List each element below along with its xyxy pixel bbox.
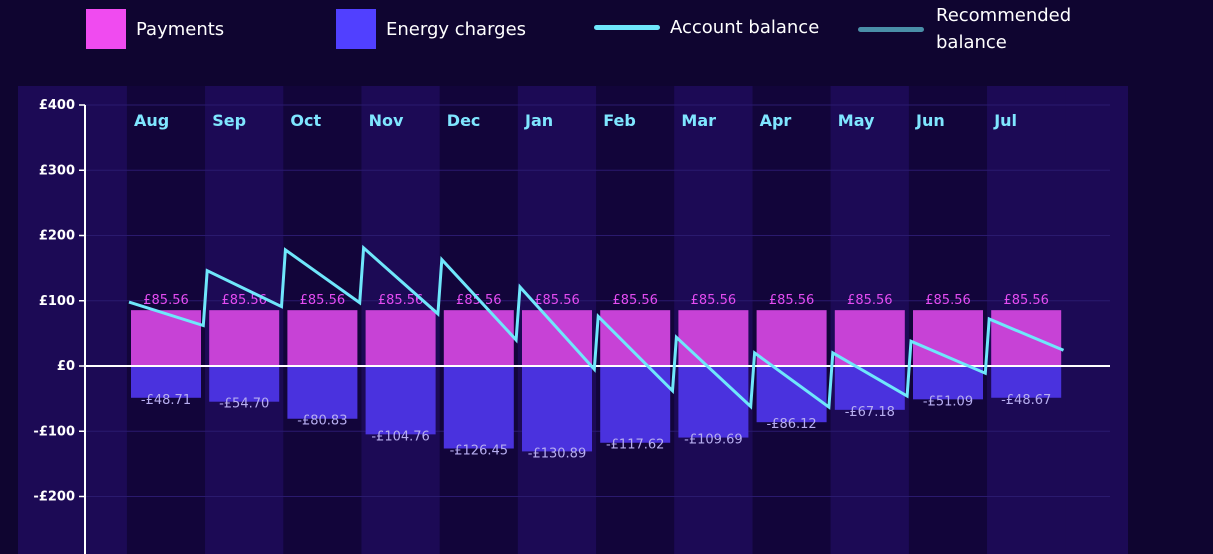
energy-charge-bar bbox=[522, 366, 592, 452]
energy-charge-label: -£67.18 bbox=[845, 405, 895, 420]
energy-charge-bar bbox=[131, 366, 201, 398]
data-labels: £85.56 -£48.71 £85.56 -£54.70 £85.56 -£80.83 £… bbox=[141, 293, 1051, 461]
month-label-dec: Dec bbox=[447, 111, 481, 130]
month-labels: Aug Sep Oct Nov Dec Jan Feb Mar Apr May Jun Jul bbox=[134, 111, 1017, 130]
month-label-may: May bbox=[838, 111, 875, 130]
account-balance-swatch bbox=[594, 25, 660, 30]
payment-label: £85.56 bbox=[143, 293, 189, 308]
recommended-balance-swatch bbox=[858, 26, 924, 32]
energy-charge-bar bbox=[443, 366, 514, 449]
legend-account-balance-label: Account balance bbox=[670, 17, 820, 38]
payment-bar bbox=[522, 310, 592, 366]
energy-charge-bar bbox=[678, 366, 749, 438]
ytick-label: £100 bbox=[39, 294, 75, 309]
payment-label: £85.56 bbox=[769, 293, 815, 308]
month-label-jul: Jul bbox=[993, 111, 1017, 130]
month-label-oct: Oct bbox=[290, 111, 321, 130]
month-label-jan: Jan bbox=[524, 111, 553, 130]
energy-charge-bar bbox=[756, 366, 827, 423]
payment-bar bbox=[756, 310, 827, 366]
month-label-mar: Mar bbox=[681, 111, 716, 130]
energy-charge-bar bbox=[991, 366, 1062, 398]
energy-charge-bar bbox=[287, 366, 358, 419]
account-balance-line bbox=[128, 244, 1065, 410]
ytick-label: £300 bbox=[39, 163, 75, 178]
payment-bar bbox=[834, 310, 905, 366]
payment-label: £85.56 bbox=[612, 293, 658, 308]
legend-recommended-balance-label: Recommended balance bbox=[936, 2, 1071, 56]
legend-energy-charges[interactable]: Energy charges bbox=[336, 9, 526, 49]
energy-charge-label: -£48.71 bbox=[141, 393, 191, 408]
payment-bar bbox=[443, 310, 514, 366]
payment-label: £85.56 bbox=[847, 293, 893, 308]
gridlines bbox=[85, 104, 1110, 497]
payment-bar bbox=[991, 310, 1062, 366]
ytick-label: £200 bbox=[39, 229, 75, 244]
legend-payments-label: Payments bbox=[136, 18, 225, 40]
energy-charge-bar bbox=[209, 366, 280, 402]
ytick-label: £400 bbox=[39, 98, 75, 113]
energy-charge-label: -£54.70 bbox=[219, 397, 269, 412]
energy-charge-bar bbox=[365, 366, 436, 435]
legend-payments[interactable]: Payments bbox=[86, 9, 224, 49]
month-label-jun: Jun bbox=[915, 111, 945, 130]
month-label-apr: Apr bbox=[760, 111, 792, 130]
axes: £400 £300 £200 £100 £0 -£100 -£200 bbox=[33, 98, 1110, 554]
payment-label: £85.56 bbox=[1003, 293, 1049, 308]
payment-bar bbox=[600, 310, 671, 366]
energy-charge-label: -£51.09 bbox=[923, 394, 973, 409]
legend-recommended-line2: balance bbox=[936, 32, 1007, 53]
payment-label: £85.56 bbox=[691, 293, 737, 308]
energy-charge-label: -£104.76 bbox=[371, 429, 429, 444]
month-label-sep: Sep bbox=[212, 111, 246, 130]
legend-account-balance[interactable]: Account balance bbox=[594, 14, 819, 41]
energy-charge-label: -£130.89 bbox=[528, 446, 586, 461]
payment-label: £85.56 bbox=[378, 293, 424, 308]
chart-legend: Payments Energy charges Account balance … bbox=[0, 0, 1213, 70]
payment-label: £85.56 bbox=[925, 293, 971, 308]
payment-bar bbox=[365, 310, 436, 366]
payment-bar bbox=[678, 310, 749, 366]
month-label-feb: Feb bbox=[603, 111, 636, 130]
account-balance-series bbox=[128, 244, 1065, 410]
energy-charge-label: -£86.12 bbox=[767, 417, 817, 432]
payment-label: £85.56 bbox=[221, 293, 267, 308]
month-label-nov: Nov bbox=[369, 111, 404, 130]
energy-charges-swatch bbox=[336, 9, 376, 49]
payment-bar bbox=[209, 310, 280, 366]
legend-energy-charges-label: Energy charges bbox=[386, 18, 527, 40]
energy-charge-label: -£126.45 bbox=[450, 444, 508, 459]
legend-recommended-balance[interactable]: Recommended balance bbox=[858, 2, 1071, 56]
payments-swatch bbox=[86, 9, 126, 49]
payment-bar bbox=[287, 310, 358, 366]
ytick-label: £0 bbox=[57, 359, 75, 374]
payment-bar bbox=[131, 310, 201, 366]
ytick-label: -£200 bbox=[33, 490, 75, 505]
payment-label: £85.56 bbox=[534, 293, 580, 308]
month-label-aug: Aug bbox=[134, 111, 169, 130]
energy-charge-label: -£80.83 bbox=[297, 414, 347, 429]
payment-label: £85.56 bbox=[300, 293, 346, 308]
energy-charge-bar bbox=[913, 366, 983, 400]
energy-charge-label: -£109.69 bbox=[684, 433, 742, 448]
ytick-label: -£100 bbox=[33, 424, 75, 439]
energy-charge-label: -£48.67 bbox=[1001, 393, 1051, 408]
legend-recommended-line1: Recommended bbox=[936, 5, 1072, 26]
energy-charge-label: -£117.62 bbox=[606, 438, 664, 453]
